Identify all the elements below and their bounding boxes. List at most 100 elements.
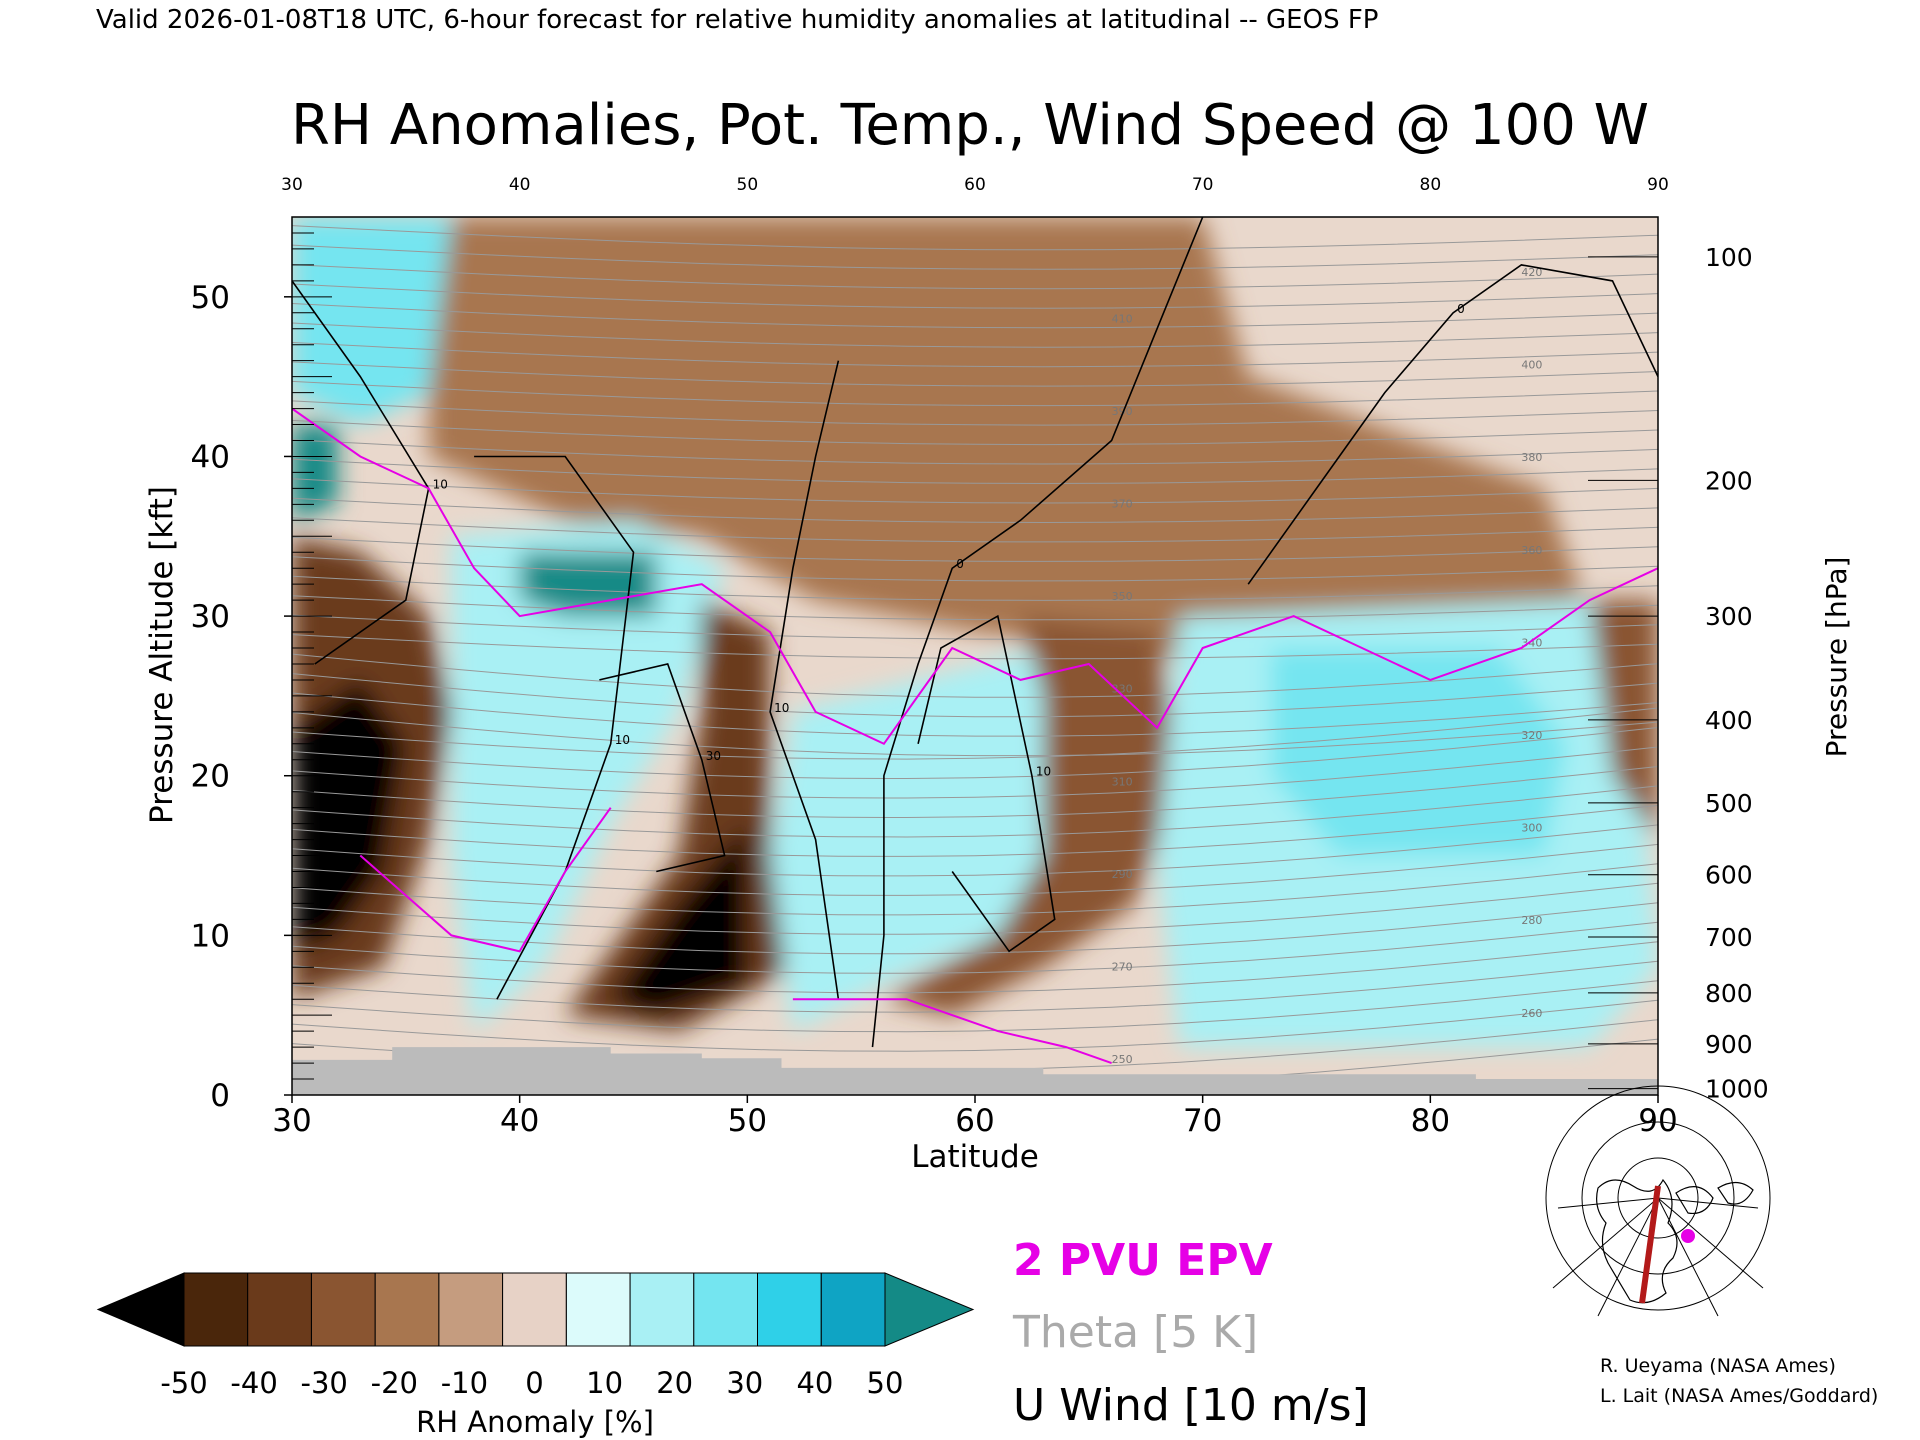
u-wind-contour-label: 30 [706,749,721,763]
u-wind-contour-label: 10 [1036,765,1051,779]
x-top-tick-label: 70 [1192,175,1214,195]
colorbar-swatch [311,1272,376,1347]
theta-contour-line [292,999,1658,1052]
theta-contour-label: 390 [1112,405,1133,418]
colorbar-tick-label: -20 [371,1366,418,1400]
rh-region-moist-column-a-core [519,552,657,617]
x-tick-label: 70 [1183,1103,1222,1139]
theta-contour-label: 320 [1521,729,1542,742]
theta-contour-line [292,707,1658,760]
colorbar-swatch [820,1272,886,1347]
pressure-tick-label: 1000 [1705,1075,1769,1104]
colorbar-swatch [629,1272,695,1347]
colorbar-tick-label: 40 [796,1366,833,1400]
x-top-tick-label: 40 [509,175,531,195]
colorbar-swatch [757,1272,822,1347]
pressure-tick-label: 800 [1705,979,1753,1008]
legend-epv: 2 PVU EPV [1013,1235,1273,1286]
rh-region-moist-mid [770,648,1044,1032]
theta-contour-line [292,556,1658,582]
theta-contour-line [292,766,1658,819]
pressure-tick-label: 200 [1705,466,1753,495]
theta-contour-line [292,785,1658,838]
rh-colorbar: -50 -40 -30 -20 -10 0 10 20 30 40 50 [96,1272,975,1400]
u-wind-contour-line [769,360,840,1000]
theta-contour-label: 370 [1112,498,1133,511]
x-tick-label: 90 [1638,1103,1677,1139]
locator-map [1545,1085,1771,1317]
u-wind-contour-label: 0 [1457,302,1465,316]
colorbar-swatch [183,1272,249,1347]
theta-contour-line [292,863,1658,916]
theta-contour-line [292,303,1658,329]
plot-area: 2502602702802903003103203303403503603703… [291,216,1659,1096]
pressure-tick-label: 300 [1705,602,1753,631]
y-tick-label: 10 [191,918,230,954]
theta-contour-line [292,400,1658,426]
map-latitude-ring-inner [1617,1157,1699,1239]
theta-contour-line [292,960,1658,1013]
u-wind-contour-line [917,614,1056,953]
axes: 3030404050506060707080809090010203040501… [191,175,1769,1139]
theta-contour-label: 280 [1521,914,1542,927]
x-tick-label: 60 [955,1103,994,1139]
colorbar-tick-label: -50 [160,1366,207,1400]
u-wind-contour-label: 10 [774,701,789,715]
theta-contour-line [292,380,1658,407]
theta-contour-line [292,439,1658,465]
pressure-tick-label: 400 [1705,706,1753,735]
map-coastline [1596,1178,1754,1304]
theta-contour-line [292,746,1658,799]
legend-uwind: U Wind [10 m/s] [1013,1380,1369,1431]
y-tick-label: 0 [210,1078,230,1114]
terrain-profile [292,1047,1658,1095]
x-top-tick-label: 90 [1647,175,1669,195]
x-top-tick-label: 50 [737,175,759,195]
rh-anomaly-field [292,217,1658,1048]
theta-contour-label: 290 [1112,868,1133,881]
theta-contour-label: 350 [1112,590,1133,603]
x-tick-label: 40 [500,1103,539,1139]
theta-contour-label: 410 [1112,312,1133,325]
map-cross-section-line [1639,1185,1661,1304]
theta-contour-label: 330 [1112,683,1133,696]
theta-contour-line [292,712,1658,757]
colorbar-label: RH Anomaly [%] [416,1405,654,1439]
y-axis-label: Pressure Altitude [kft] [144,486,180,824]
colorbar-swatch [565,1272,631,1347]
x-top-tick-label: 30 [281,175,303,195]
colorbar-tick-label: 0 [525,1366,543,1400]
colorbar-tick-label: 30 [726,1366,763,1400]
pressure-tick-label: 600 [1705,861,1753,890]
x-tick-label: 80 [1411,1103,1450,1139]
theta-contour-line [292,902,1658,955]
u-wind-contour-label: 10 [615,733,630,747]
theta-contour-line [292,941,1658,994]
theta-contour-line [292,458,1658,485]
colorbar-swatch [502,1272,567,1347]
theta-contour-line [292,225,1658,251]
pressure-tick-label: 700 [1705,923,1753,952]
theta-contour-line [292,283,1658,309]
colorbar-tick-label: -30 [301,1366,348,1400]
u-wind-contour-label: 10 [433,477,448,491]
theta-contour-line [292,653,1658,698]
epv-contour-line [792,998,1112,1065]
colorbar-swatch [374,1272,440,1347]
theta-contour-line [292,804,1658,857]
rh-region-dry-left-core [292,679,406,952]
theta-contour-line [292,692,1658,737]
theta-contour-label: 380 [1521,451,1542,464]
y-tick-label: 40 [191,439,230,475]
colorbar-under-triangle [96,1272,185,1347]
theta-contour-line [292,980,1658,1033]
terrain-fill [292,1047,1658,1095]
colorbar-tick-label: -40 [230,1366,277,1400]
theta-contour-label: 420 [1521,266,1542,279]
colorbar-over-triangle [884,1272,975,1347]
pressure-tick-label: 900 [1705,1030,1753,1059]
theta-contour-line [292,673,1658,718]
u-wind-contour-line [871,217,1204,1048]
theta-contour-label: 310 [1112,775,1133,788]
